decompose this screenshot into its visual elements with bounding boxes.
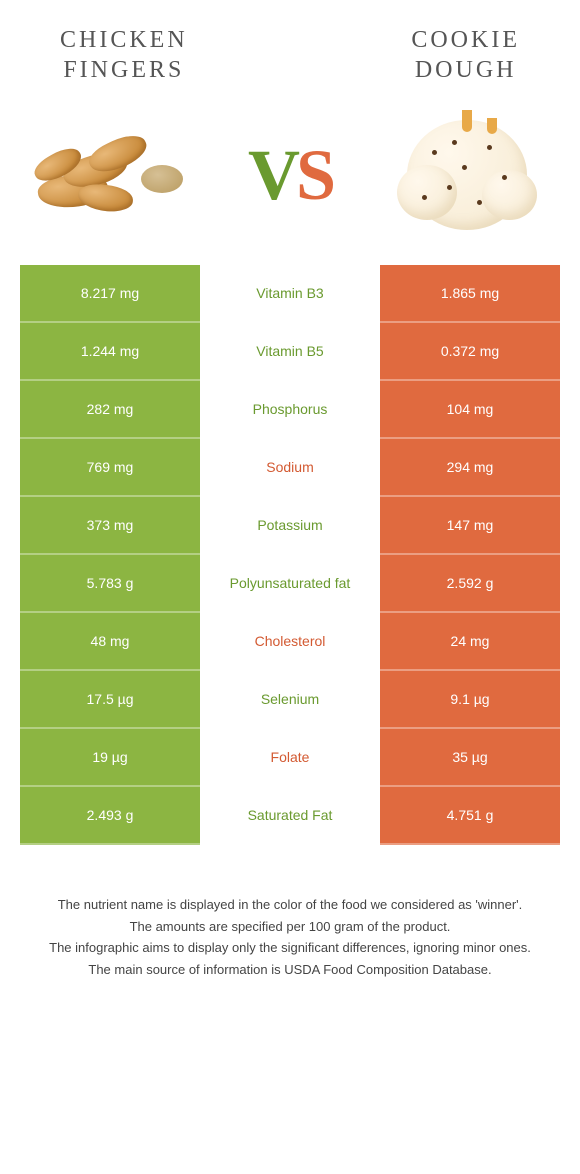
left-value: 769 mg	[20, 439, 200, 497]
left-value: 8.217 mg	[20, 265, 200, 323]
right-value: 104 mg	[380, 381, 560, 439]
left-food-image	[30, 115, 195, 235]
table-row: 17.5 µgSelenium9.1 µg	[20, 671, 560, 729]
nutrient-name: Vitamin B5	[200, 323, 380, 381]
right-value: 9.1 µg	[380, 671, 560, 729]
nutrient-table: 8.217 mgVitamin B31.865 mg1.244 mgVitami…	[20, 265, 560, 845]
table-row: 373 mgPotassium147 mg	[20, 497, 560, 555]
left-value: 17.5 µg	[20, 671, 200, 729]
left-value: 48 mg	[20, 613, 200, 671]
nutrient-name: Selenium	[200, 671, 380, 729]
left-value: 282 mg	[20, 381, 200, 439]
footer-notes: The nutrient name is displayed in the co…	[0, 845, 580, 979]
left-value: 2.493 g	[20, 787, 200, 845]
nutrient-name: Folate	[200, 729, 380, 787]
right-value: 35 µg	[380, 729, 560, 787]
table-row: 2.493 gSaturated Fat4.751 g	[20, 787, 560, 845]
nutrient-name: Cholesterol	[200, 613, 380, 671]
vs-s: S	[296, 135, 332, 215]
right-food-image	[385, 115, 550, 235]
left-value: 1.244 mg	[20, 323, 200, 381]
nutrient-name: Vitamin B3	[200, 265, 380, 323]
nutrient-name: Phosphorus	[200, 381, 380, 439]
table-row: 5.783 gPolyunsaturated fat2.592 g	[20, 555, 560, 613]
table-row: 1.244 mgVitamin B50.372 mg	[20, 323, 560, 381]
nutrient-name: Sodium	[200, 439, 380, 497]
right-value: 24 mg	[380, 613, 560, 671]
footer-line: The main source of information is USDA F…	[30, 960, 550, 980]
right-value: 1.865 mg	[380, 265, 560, 323]
right-food-title: COOKIE DOUGH	[411, 25, 520, 85]
left-food-title: CHICKEN FINGERS	[60, 25, 188, 85]
vs-v: V	[248, 135, 296, 215]
vs-label: VS	[248, 134, 332, 217]
nutrient-name: Saturated Fat	[200, 787, 380, 845]
footer-line: The infographic aims to display only the…	[30, 938, 550, 958]
right-value: 2.592 g	[380, 555, 560, 613]
table-row: 19 µgFolate35 µg	[20, 729, 560, 787]
footer-line: The amounts are specified per 100 gram o…	[30, 917, 550, 937]
table-row: 282 mgPhosphorus104 mg	[20, 381, 560, 439]
footer-line: The nutrient name is displayed in the co…	[30, 895, 550, 915]
left-value: 373 mg	[20, 497, 200, 555]
right-value: 294 mg	[380, 439, 560, 497]
right-value: 147 mg	[380, 497, 560, 555]
nutrient-name: Polyunsaturated fat	[200, 555, 380, 613]
left-value: 5.783 g	[20, 555, 200, 613]
chicken-fingers-illustration	[33, 125, 193, 225]
cookie-dough-illustration	[392, 110, 542, 240]
infographic-container: CHICKEN FINGERS COOKIE DOUGH VS	[0, 0, 580, 979]
table-row: 8.217 mgVitamin B31.865 mg	[20, 265, 560, 323]
left-value: 19 µg	[20, 729, 200, 787]
right-value: 4.751 g	[380, 787, 560, 845]
titles-row: CHICKEN FINGERS COOKIE DOUGH	[0, 0, 580, 95]
right-value: 0.372 mg	[380, 323, 560, 381]
table-row: 769 mgSodium294 mg	[20, 439, 560, 497]
table-row: 48 mgCholesterol24 mg	[20, 613, 560, 671]
hero-row: VS	[0, 95, 580, 265]
nutrient-name: Potassium	[200, 497, 380, 555]
